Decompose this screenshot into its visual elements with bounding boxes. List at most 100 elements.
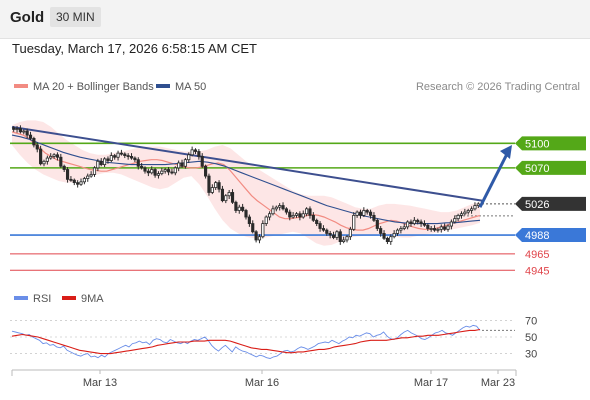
- candle: [119, 149, 124, 156]
- candle-body: [49, 156, 53, 159]
- candle: [362, 207, 366, 218]
- candle-body: [335, 231, 339, 238]
- candle-body: [160, 170, 164, 175]
- ma50-legend-swatch: [156, 84, 170, 88]
- candle: [345, 235, 349, 243]
- candle-body: [35, 144, 39, 150]
- candle: [271, 205, 275, 216]
- candle-body: [140, 165, 144, 169]
- candle: [129, 153, 134, 160]
- level-label-box-5026: [515, 196, 586, 211]
- rsi-tick-70: 70: [525, 315, 537, 327]
- rsi-legend-label: RSI: [33, 293, 51, 305]
- level-label-4945: 4945: [525, 265, 549, 277]
- candle-body: [22, 130, 26, 133]
- chart-header: Gold 30 MIN: [0, 0, 590, 39]
- candle: [325, 228, 329, 236]
- candle-body: [79, 181, 83, 185]
- candle-body: [429, 228, 433, 230]
- x-tick-label: Mar 23: [481, 377, 515, 389]
- candle-body: [32, 137, 36, 146]
- candle: [72, 178, 76, 186]
- candle-body: [214, 182, 218, 188]
- candle-body: [449, 221, 453, 227]
- rsi-panel: RSI 9MA 70 50 30: [10, 293, 537, 361]
- candle: [160, 167, 164, 176]
- candle-body: [436, 228, 440, 231]
- candle: [126, 153, 130, 160]
- candle-body: [342, 239, 346, 242]
- candle-body: [278, 205, 282, 208]
- candle: [432, 225, 437, 232]
- candle: [210, 184, 214, 195]
- candle: [22, 129, 26, 135]
- timeframe-badge[interactable]: 30 MIN: [50, 7, 101, 27]
- level-label-box-5070: [515, 160, 586, 175]
- candle-body: [190, 149, 194, 156]
- candle-body: [463, 211, 467, 215]
- candle: [251, 220, 255, 234]
- candle-body: [267, 213, 272, 218]
- candle-body: [338, 231, 342, 242]
- trendline: [11, 125, 483, 202]
- candle: [436, 227, 440, 233]
- candle: [183, 158, 187, 169]
- candle-body: [28, 134, 33, 139]
- candle-body: [106, 158, 110, 161]
- candle: [375, 218, 379, 231]
- rsi-ma-legend-label: 9MA: [81, 293, 104, 305]
- price-panel: 5100 5070 5026 4988 4965 4945: [10, 120, 586, 277]
- candle: [335, 230, 339, 240]
- candle: [267, 211, 272, 221]
- rsi-ma-legend-swatch: [62, 296, 76, 300]
- candle-body: [399, 228, 403, 231]
- candle-body: [163, 169, 167, 172]
- candle: [463, 208, 467, 216]
- candle: [234, 200, 238, 213]
- candle: [278, 203, 282, 211]
- candle: [358, 209, 363, 219]
- candle: [422, 220, 427, 227]
- candle: [368, 209, 373, 219]
- candle-body: [113, 155, 117, 158]
- candle: [49, 153, 53, 160]
- candle-body: [375, 219, 379, 229]
- candle: [237, 204, 241, 214]
- candle: [230, 189, 235, 204]
- candle-body: [25, 130, 29, 136]
- candle: [470, 206, 474, 214]
- candle-body: [126, 155, 130, 158]
- candle-body: [180, 162, 184, 167]
- candle-body: [96, 160, 100, 169]
- candle: [109, 152, 113, 163]
- candle-body: [379, 228, 383, 234]
- level-label-4988: 4988: [525, 230, 549, 242]
- candle-body: [230, 192, 235, 203]
- candle: [146, 168, 150, 177]
- candle-body: [227, 192, 231, 197]
- candle-body: [234, 201, 238, 211]
- candle: [328, 230, 332, 239]
- candle: [406, 220, 410, 230]
- candle: [382, 230, 386, 240]
- candle-body: [224, 195, 228, 202]
- candle: [311, 212, 315, 222]
- candle: [177, 160, 181, 172]
- candle: [59, 153, 63, 168]
- candle-body: [207, 175, 211, 193]
- candle: [89, 171, 93, 178]
- candle-body: [129, 156, 134, 159]
- candle-body: [261, 223, 265, 238]
- candle: [163, 167, 167, 174]
- candle: [197, 149, 201, 160]
- candle-body: [274, 206, 278, 210]
- candle-body: [352, 214, 356, 230]
- candle: [18, 125, 22, 134]
- candle: [170, 168, 174, 175]
- forecast-arrow-shaft: [478, 153, 509, 208]
- candle-body: [59, 156, 63, 167]
- candle-body: [197, 151, 201, 157]
- candle-body: [237, 206, 241, 211]
- candle-body: [328, 233, 332, 236]
